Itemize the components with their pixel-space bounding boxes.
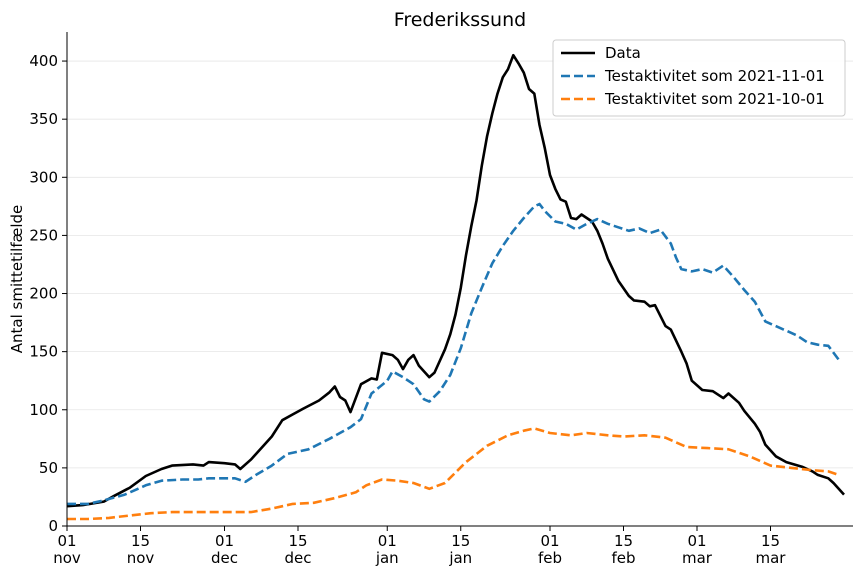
y-tick-label: 100 <box>29 401 58 419</box>
y-tick-label: 250 <box>29 226 58 244</box>
data-series <box>66 53 845 521</box>
x-tick-day: 15 <box>761 532 780 550</box>
y-axis-ticks: 0 50 100 150 200 250 300 350 400 <box>29 52 67 535</box>
y-axis-label: Antal smittetilfælde <box>8 205 26 354</box>
series-line-1 <box>66 53 845 508</box>
x-tick-month: nov <box>53 549 81 567</box>
legend-label-1: Data <box>605 44 641 62</box>
x-tick-day: 01 <box>540 532 559 550</box>
x-tick-month: mar <box>756 549 787 567</box>
y-tick-label: 300 <box>29 168 58 186</box>
y-tick-label: 0 <box>48 517 58 535</box>
x-tick-month: feb <box>611 549 635 567</box>
legend-label-2: Testaktivitet som 2021-11-01 <box>604 67 825 85</box>
legend: Data Testaktivitet som 2021-11-01 Testakti… <box>552 39 846 117</box>
chart-title: Frederikssund <box>394 9 526 31</box>
series-line-3 <box>67 427 840 521</box>
x-tick-month: feb <box>538 549 562 567</box>
y-tick-label: 350 <box>29 110 58 128</box>
x-tick-day: 15 <box>451 532 470 550</box>
axes <box>66 32 853 527</box>
legend-box <box>552 39 846 117</box>
y-tick-label: 150 <box>29 343 58 361</box>
y-tick-label: 200 <box>29 285 58 303</box>
x-tick-month: nov <box>127 549 155 567</box>
x-tick-day: 15 <box>614 532 633 550</box>
x-axis-ticks: 01nov15nov01dec15dec01jan15jan01feb15feb… <box>53 526 786 567</box>
y-tick-label: 50 <box>39 459 58 477</box>
legend-label-3: Testaktivitet som 2021-10-01 <box>604 90 825 108</box>
x-tick-month: dec <box>285 549 312 567</box>
x-tick-month: dec <box>211 549 238 567</box>
x-tick-day: 15 <box>131 532 150 550</box>
x-tick-day: 01 <box>378 532 397 550</box>
x-tick-day: 01 <box>215 532 234 550</box>
x-tick-day: 15 <box>288 532 307 550</box>
x-tick-month: mar <box>682 549 713 567</box>
x-tick-month: jan <box>375 549 399 567</box>
x-tick-day: 01 <box>687 532 706 550</box>
y-tick-label: 400 <box>29 52 58 70</box>
x-tick-day: 01 <box>57 532 76 550</box>
x-tick-month: jan <box>448 549 472 567</box>
